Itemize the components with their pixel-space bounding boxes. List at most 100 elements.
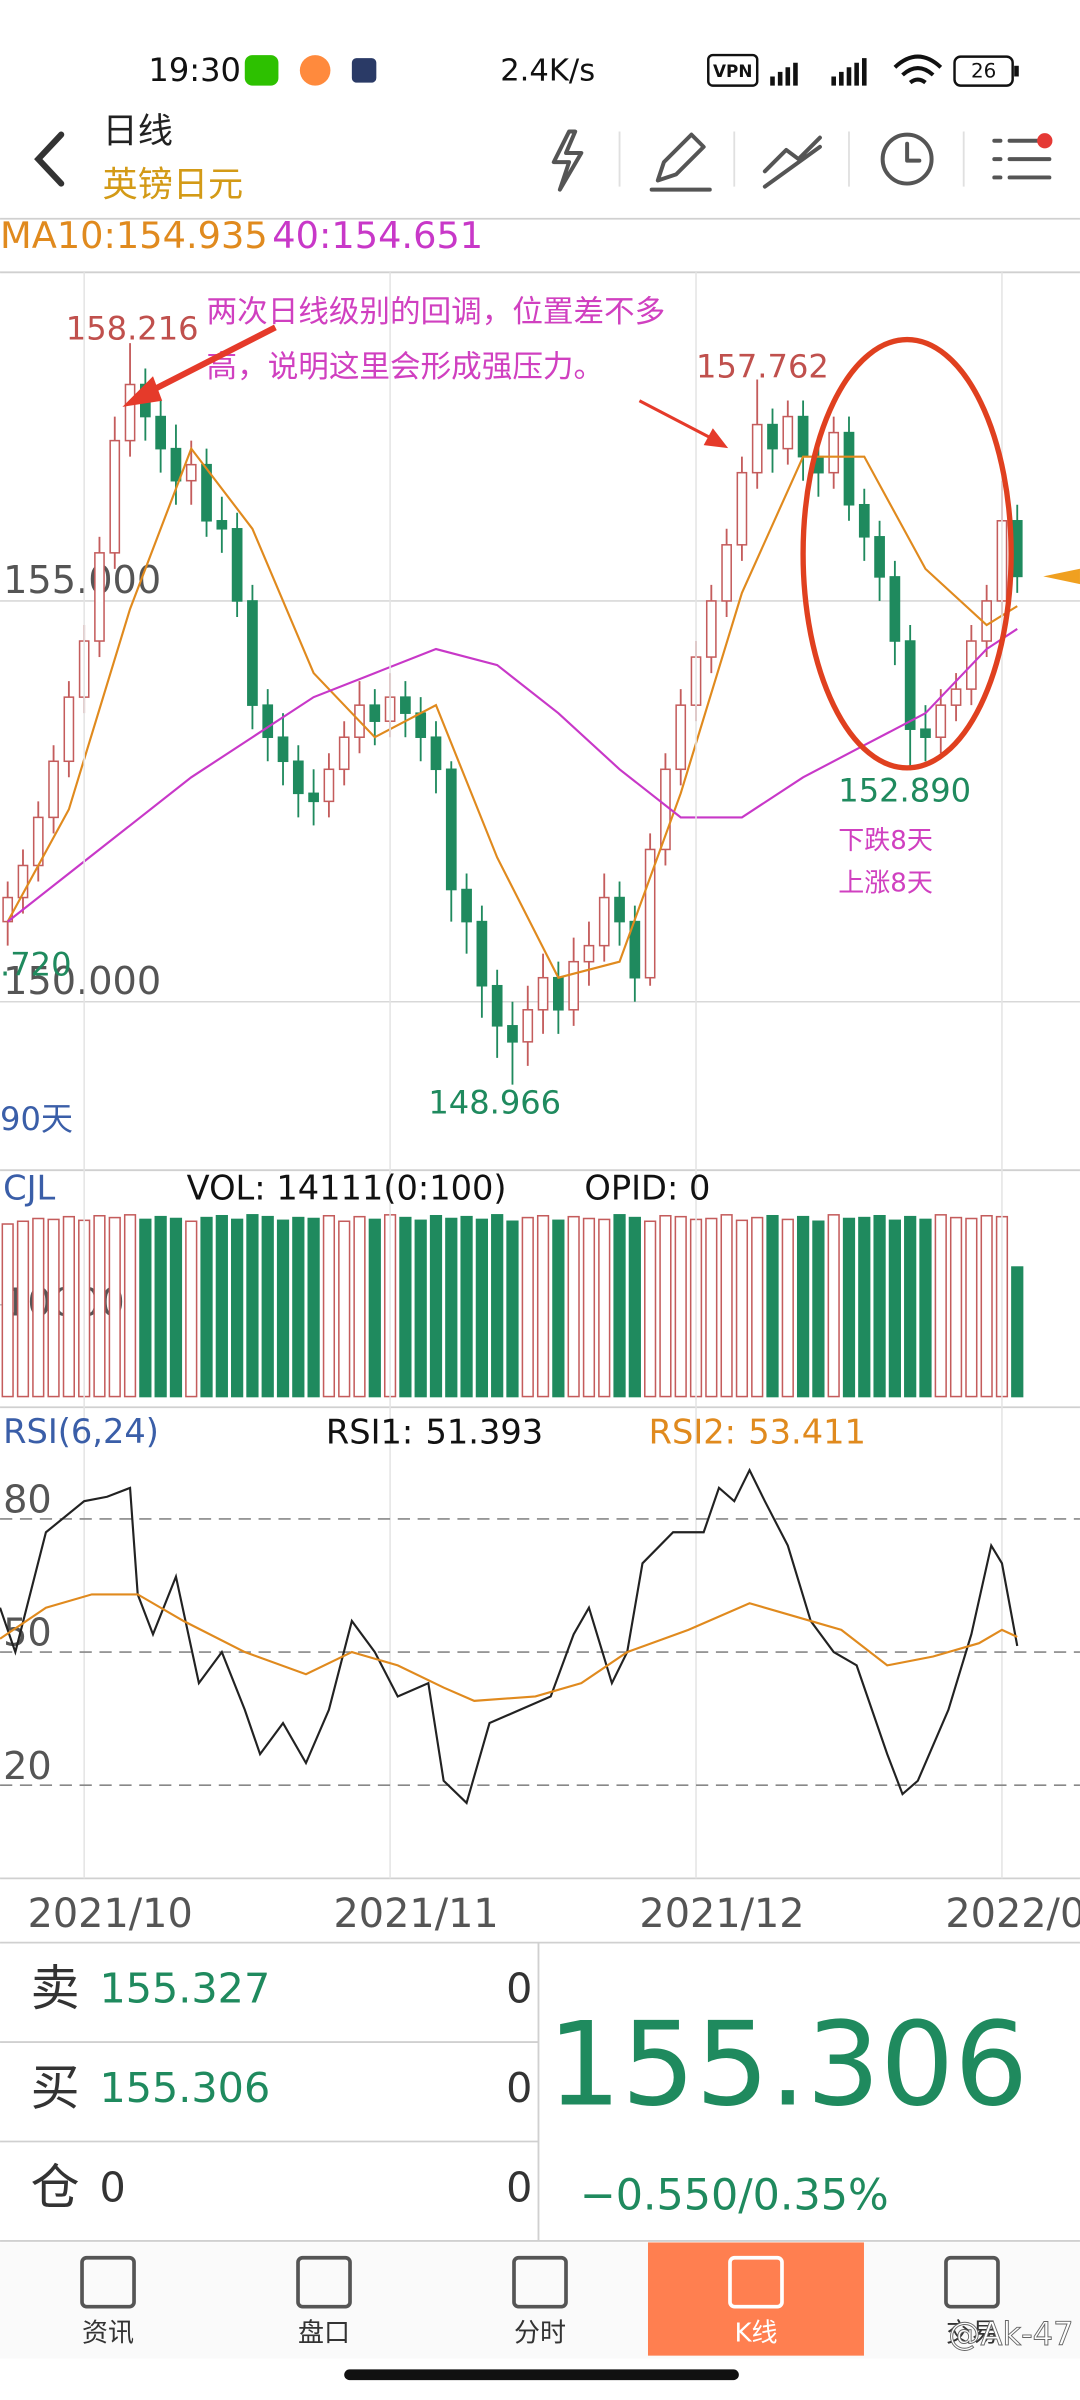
high-label: 157.762 bbox=[696, 348, 829, 386]
volume-bar bbox=[919, 1218, 932, 1398]
arrow bbox=[136, 324, 277, 401]
y-tick-label: 50 bbox=[3, 1612, 52, 1656]
menu-icon[interactable] bbox=[992, 138, 1052, 180]
volume-bar bbox=[751, 1216, 764, 1398]
low-label: 152.890 bbox=[838, 771, 971, 809]
back-button[interactable] bbox=[34, 131, 65, 187]
bid-label: 买 bbox=[31, 2060, 80, 2117]
candle-body bbox=[935, 704, 947, 738]
volume-bar bbox=[628, 1216, 641, 1398]
volume-bar bbox=[888, 1219, 901, 1398]
y-tick-label: 20 bbox=[3, 1745, 52, 1789]
candle-body bbox=[889, 576, 901, 642]
volume-bar bbox=[154, 1215, 167, 1398]
ma40-value: 154.651 bbox=[331, 214, 483, 257]
nav-label[interactable]: K线 bbox=[734, 2319, 777, 2349]
candle-body bbox=[262, 704, 274, 738]
y-tick-label: 150.000 bbox=[3, 960, 161, 1004]
flash-icon[interactable] bbox=[551, 129, 584, 192]
candle-body bbox=[338, 736, 350, 771]
nav-icon[interactable] bbox=[80, 2255, 136, 2309]
position-qty: 0 bbox=[506, 2163, 532, 2211]
nav-bar bbox=[0, 2242, 1080, 2359]
volume-bar bbox=[108, 1216, 121, 1398]
candle-body bbox=[415, 712, 427, 738]
edge-value: .720 bbox=[0, 946, 72, 984]
nav-icon[interactable] bbox=[728, 2255, 784, 2309]
candle-body bbox=[445, 768, 457, 891]
candle-body bbox=[185, 463, 197, 482]
vpn-label: VPN bbox=[713, 61, 752, 81]
toolbar-dividers bbox=[618, 131, 965, 187]
nav-icon[interactable] bbox=[296, 2255, 352, 2309]
volume-bar bbox=[261, 1215, 274, 1398]
candle-body bbox=[109, 439, 121, 554]
candle-body bbox=[736, 471, 748, 546]
candle-body bbox=[491, 984, 503, 1027]
volume-bar bbox=[858, 1216, 871, 1398]
volume-bar bbox=[93, 1214, 106, 1398]
nav-label[interactable]: 盘口 bbox=[298, 2319, 350, 2349]
candle-body bbox=[277, 736, 289, 763]
candle-body bbox=[522, 1009, 534, 1043]
note-text: 上涨8天 bbox=[838, 869, 933, 899]
volume-bar bbox=[536, 1214, 550, 1398]
ma10-value: 154.935 bbox=[116, 214, 268, 257]
app-icon bbox=[351, 58, 377, 83]
candle-body bbox=[63, 696, 75, 763]
volume-label: VOL: 14111(0:100) bbox=[187, 1169, 507, 1208]
volume-bar bbox=[598, 1218, 611, 1398]
nav-tabs: 资讯 盘口 分时 K线 交易 bbox=[80, 2242, 1000, 2356]
position-label: 仓 bbox=[31, 2159, 80, 2216]
price-change: −0.550/0.35% bbox=[580, 2171, 889, 2221]
line-tool-icon[interactable] bbox=[762, 135, 822, 189]
note-text: 下跌8天 bbox=[838, 826, 933, 856]
volume-bar bbox=[185, 1220, 198, 1398]
nav-icon[interactable] bbox=[512, 2255, 568, 2309]
candle-body bbox=[308, 792, 319, 803]
nav-icon[interactable] bbox=[944, 2255, 1000, 2309]
watermark: @Ak-47 bbox=[948, 2315, 1073, 2353]
candle-body bbox=[797, 415, 809, 458]
high-label: 158.216 bbox=[66, 309, 199, 347]
candle-body bbox=[721, 544, 732, 602]
x-tick-label: 2021/10 bbox=[28, 1891, 193, 1937]
symbol-name[interactable]: 英镑日元 bbox=[103, 165, 244, 206]
period-label: 90天 bbox=[0, 1100, 73, 1138]
candle-body bbox=[124, 383, 136, 442]
draw-icon[interactable] bbox=[649, 132, 712, 192]
volume-bar bbox=[62, 1215, 75, 1398]
nav-label[interactable]: 分时 bbox=[514, 2319, 566, 2349]
volume-bar bbox=[796, 1215, 810, 1398]
series-line bbox=[7, 628, 1018, 923]
volume-bar bbox=[123, 1214, 137, 1398]
volume-bar bbox=[1, 1223, 14, 1398]
nav-label[interactable]: 资讯 bbox=[82, 2319, 134, 2349]
candle-body bbox=[1011, 520, 1023, 578]
volume-bar bbox=[644, 1220, 657, 1398]
volume-bar bbox=[842, 1217, 856, 1398]
battery-icon bbox=[953, 55, 1014, 87]
rsi1-value: 51.393 bbox=[425, 1412, 543, 1451]
volume-bar bbox=[980, 1214, 993, 1398]
ma40-label: 40: bbox=[272, 214, 331, 257]
volume-bar bbox=[307, 1217, 320, 1398]
volume-bar bbox=[475, 1218, 488, 1398]
volume-bar bbox=[368, 1218, 381, 1398]
nav-label[interactable]: 交易 bbox=[946, 2319, 998, 2349]
note-text: 高，说明这里会形成强压力。 bbox=[207, 350, 605, 385]
candle-body bbox=[751, 423, 763, 474]
candle-body bbox=[843, 431, 855, 506]
app-icon bbox=[299, 55, 331, 86]
ask-price: 155.327 bbox=[99, 1965, 270, 2013]
clock-icon[interactable] bbox=[880, 132, 934, 186]
volume-bar bbox=[215, 1214, 228, 1398]
last-price-marker bbox=[1043, 568, 1080, 585]
volume-bar bbox=[414, 1219, 427, 1398]
candle-body bbox=[507, 1025, 518, 1043]
candle-body bbox=[828, 431, 840, 474]
candle-body bbox=[155, 415, 167, 450]
volume-bar bbox=[720, 1214, 733, 1398]
clock-hands bbox=[905, 141, 922, 163]
candle-body bbox=[216, 520, 228, 530]
